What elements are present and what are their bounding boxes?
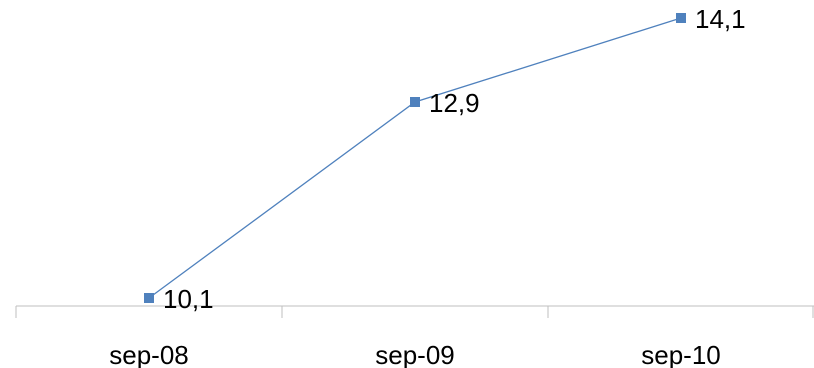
- data-label: 12,9: [429, 88, 480, 118]
- series-line: [148, 17, 682, 299]
- x-tick-label: sep-08: [109, 340, 189, 368]
- data-point-marker: [676, 13, 686, 23]
- data-label: 14,1: [695, 4, 746, 34]
- data-point-marker: [144, 293, 154, 303]
- x-tick-label: sep-10: [641, 340, 721, 368]
- x-tick-label: sep-09: [375, 340, 455, 368]
- series-line-group: [144, 13, 686, 303]
- data-label: 10,1: [163, 284, 214, 314]
- x-axis: sep-08 sep-09 sep-10: [15, 305, 814, 368]
- data-labels: 10,1 12,9 14,1: [163, 4, 746, 314]
- data-point-marker: [410, 97, 420, 107]
